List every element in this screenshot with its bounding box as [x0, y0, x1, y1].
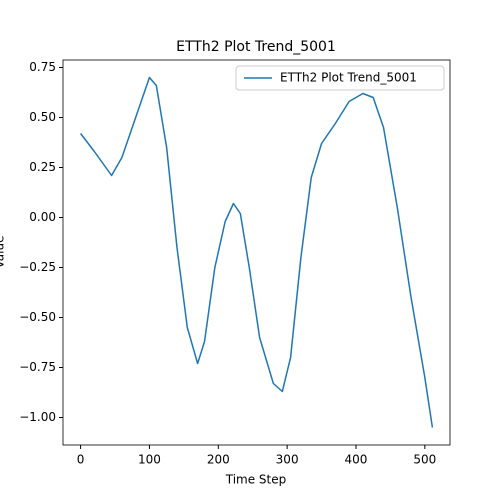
- x-tick-label: 400: [345, 453, 368, 467]
- y-tick-label: −0.75: [19, 360, 56, 374]
- chart-title: ETTh2 Plot Trend_5001: [176, 39, 336, 55]
- x-tick-label: 100: [138, 453, 161, 467]
- legend-box: [235, 65, 445, 91]
- x-tick-label: 500: [413, 453, 436, 467]
- y-axis-label: Value: [0, 236, 7, 269]
- y-tick-label: −1.00: [19, 410, 56, 424]
- x-tick-label: 300: [276, 453, 299, 467]
- y-tick-label: 0.00: [29, 210, 56, 224]
- x-tick-label: 0: [77, 453, 85, 467]
- y-tick-label: 0.50: [29, 110, 56, 124]
- y-tick-label: 0.75: [29, 60, 56, 74]
- x-axis-label: Time Step: [225, 473, 287, 487]
- plot-frame: [62, 59, 451, 446]
- series-line: [79, 76, 434, 428]
- y-tick-label: −0.50: [19, 310, 56, 324]
- legend-label: ETTh2 Plot Trend_5001: [280, 71, 417, 85]
- y-tick-label: 0.25: [29, 160, 56, 174]
- x-tick-label: 200: [207, 453, 230, 467]
- y-tick-label: −0.25: [19, 260, 56, 274]
